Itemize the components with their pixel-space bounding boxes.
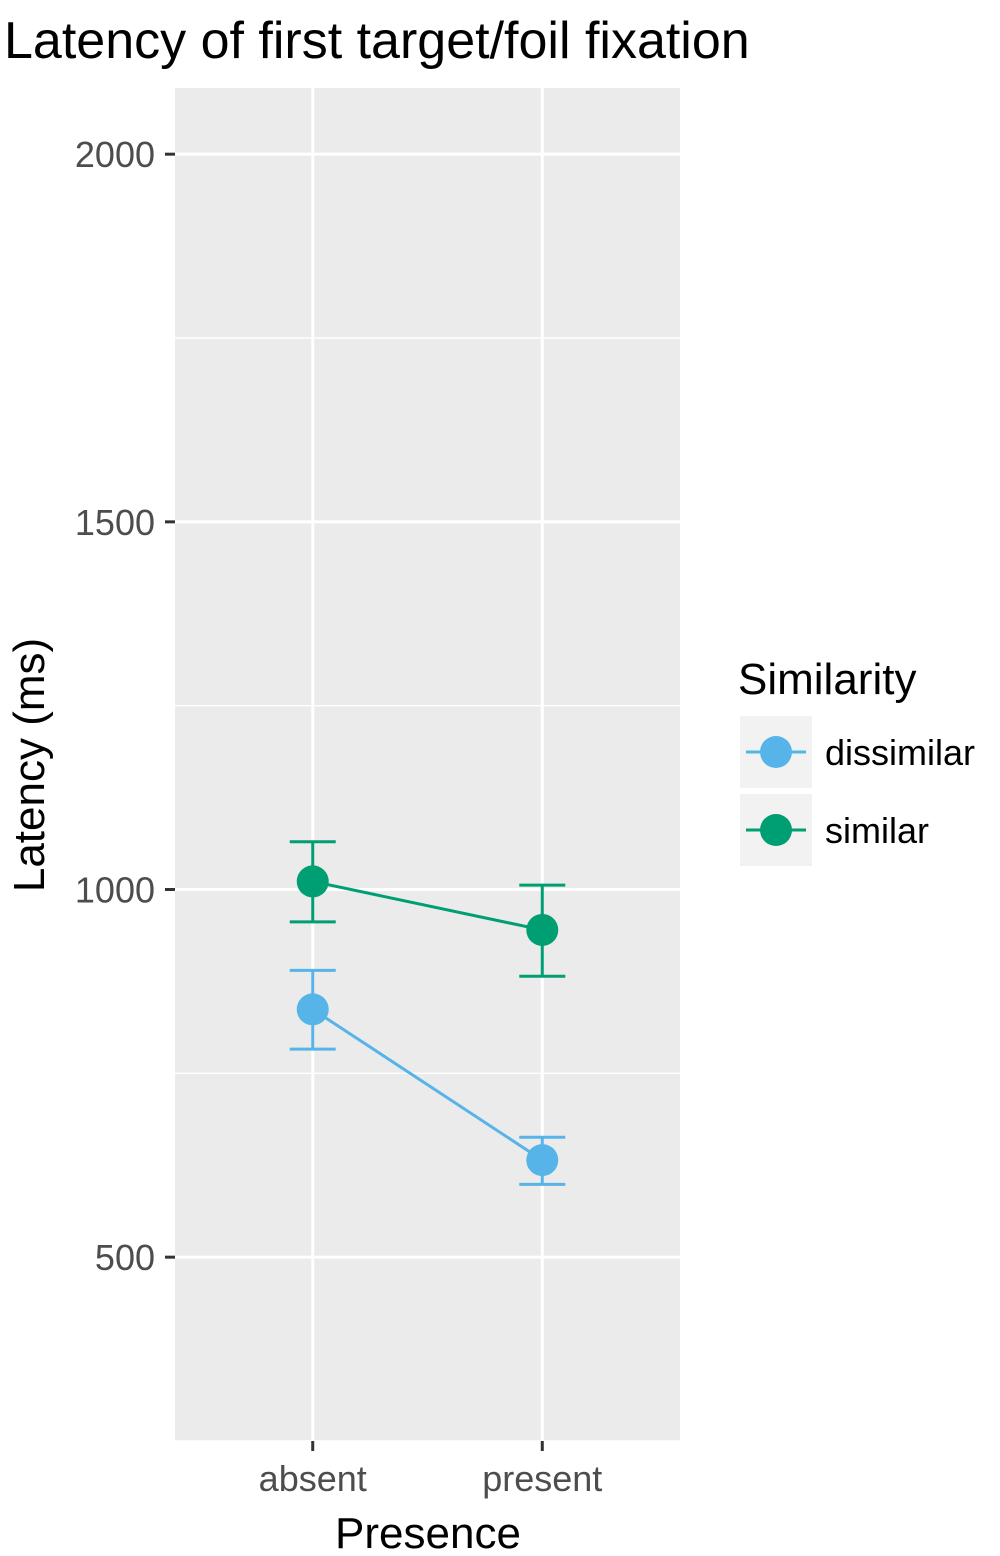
data-point <box>296 865 329 898</box>
legend-label: similar <box>825 810 929 851</box>
legend: Similarity dissimilar similar <box>738 655 975 866</box>
legend-key-point <box>760 736 792 768</box>
legend-title: Similarity <box>738 655 916 704</box>
y-axis-title: Latency (ms) <box>5 638 54 892</box>
x-axis-title: Presence <box>335 1509 521 1556</box>
series-line <box>311 1008 544 1162</box>
data-point <box>526 913 559 946</box>
legend-key-point <box>760 814 792 846</box>
y-tick-label: 1500 <box>75 502 155 543</box>
series-line <box>312 879 543 932</box>
axes: 500 1000 1500 2000 absent present <box>75 134 602 1499</box>
y-tick-label: 1000 <box>75 870 155 911</box>
legend-label: dissimilar <box>825 732 975 773</box>
y-tick-label: 2000 <box>75 134 155 175</box>
x-tick-label: absent <box>259 1458 367 1499</box>
y-tick-label: 500 <box>95 1237 155 1278</box>
data-series <box>289 840 566 1186</box>
grid-lines <box>175 88 680 1442</box>
data-point <box>296 993 329 1026</box>
data-point <box>526 1144 559 1177</box>
x-tick-label: present <box>482 1458 602 1499</box>
plot-panel <box>175 88 680 1441</box>
chart-title: Latency of first target/foil fixation <box>4 12 750 70</box>
